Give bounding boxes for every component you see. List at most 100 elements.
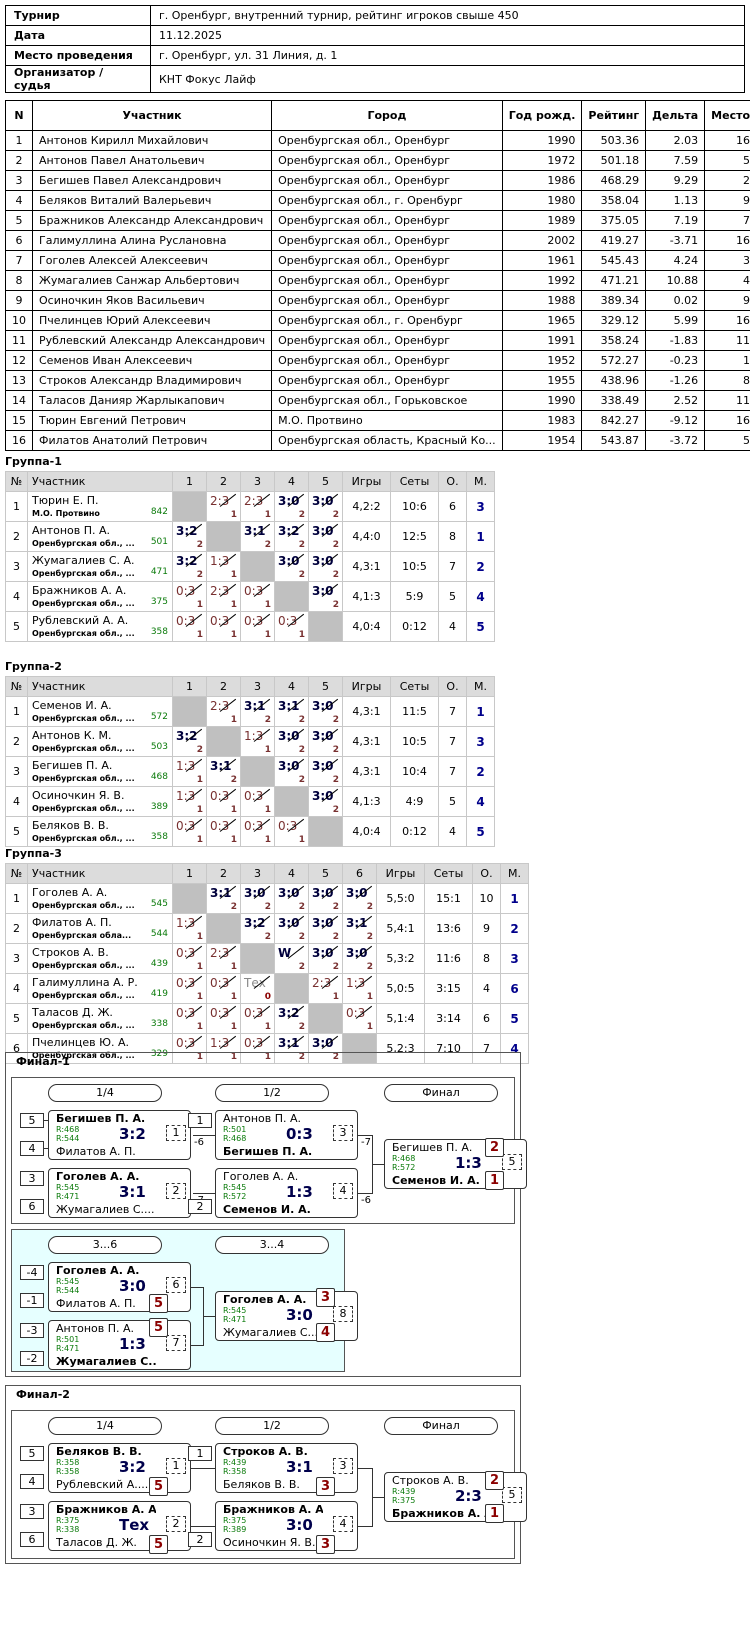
match-result-cell[interactable]: 0:3 1 [172,611,207,642]
match-result-cell[interactable]: 1:3 1 [172,756,207,787]
match-result-cell[interactable]: 3:0 2 [308,943,343,974]
match-result-cell[interactable]: 3:2 2 [274,521,309,552]
sets-cell: 15:1 [424,883,473,914]
match-result-cell[interactable]: 3:0 2 [308,883,343,914]
match-result-cell[interactable]: 3:0 2 [240,883,275,914]
bracket-match[interactable]: Антонов П. А. R:501 R:468 0:3 Бегишев П. А. 3… [215,1110,371,1160]
match-result-cell[interactable]: 0:3 1 [240,816,275,847]
match-result-cell[interactable]: 3:0 2 [274,756,309,787]
match-result-cell[interactable]: 2:3 1 [240,491,275,522]
match-score: 0:3 [176,976,196,990]
match-result-cell[interactable]: 2:3 1 [206,696,241,727]
table-cell: 3 [704,250,750,271]
match-result-cell[interactable]: 0:3 1 [172,1033,207,1064]
match-result-cell[interactable]: 3:0 2 [274,913,309,944]
match-result-cell[interactable]: 0:3 1 [172,816,207,847]
table-cell: Оренбургская область, Красный Ко... [271,430,503,451]
match-result-cell[interactable]: 3:0 2 [274,726,309,757]
match-result-cell[interactable]: 1:3 1 [342,973,377,1004]
bracket-match[interactable]: Бражников А. А. R:375 R:338 Тех Таласов Д. Ж… [48,1501,191,1551]
match-result-cell[interactable]: 3:0 2 [274,551,309,582]
match-result-cell[interactable]: 0:3 1 [274,816,309,847]
bracket-match[interactable]: Гоголев А. А. R:545 R:471 3:0 Жумагалиев С..… [215,1291,358,1341]
bracket-match[interactable]: Гоголев А. А. R:545 R:572 1:3 Семенов И. А. 4… [215,1168,371,1218]
match-result-cell[interactable]: 3:2 2 [240,913,275,944]
points-cell: 7 [438,726,467,757]
match-result-cell[interactable]: 1:3 1 [206,1033,241,1064]
match-result-cell[interactable]: 3:1 2 [342,913,377,944]
match-result-cell[interactable]: 3:0 2 [308,551,343,582]
match-result-cell[interactable]: 3:0 2 [308,913,343,944]
match-result-cell[interactable]: 3:2 2 [172,551,207,582]
bracket-match[interactable]: Бегишев П. А. R:468 R:572 1:3 Семенов И. А. 5 [384,1139,527,1189]
match-result-cell[interactable]: 1:3 1 [172,913,207,944]
match-result-cell[interactable]: 3:0 2 [308,1033,343,1064]
match-result-cell[interactable]: 3:1 2 [240,521,275,552]
match-result-cell[interactable]: 0:3 1 [342,1003,377,1034]
match-result-cell[interactable]: 1:3 1 [206,551,241,582]
match-points: 2 [298,962,305,972]
bracket-match[interactable]: Антонов П. А. R:501 R:471 1:3 Жумагалиев С..… [48,1320,191,1370]
bracket-match[interactable]: Гоголев А. А. R:545 R:544 3:0 Филатов А. П. 6 [48,1262,191,1312]
match-result-cell[interactable]: 0:3 1 [206,973,241,1004]
place-cell: 2 [500,913,529,944]
match-result-cell[interactable]: 0:3 1 [206,786,241,817]
match-result-cell[interactable]: 3:0 2 [308,521,343,552]
match-result-cell[interactable]: 1:3 1 [240,726,275,757]
match-score: 1:3 [119,1335,146,1353]
place-cell: 6 [500,973,529,1004]
match-result-cell[interactable]: 0:3 1 [172,581,207,612]
bracket-match[interactable]: Бегишев П. А. R:468 R:544 3:2 Филатов А. П. 1… [48,1110,204,1160]
match-result-cell[interactable]: 3:0 2 [308,491,343,522]
match-result-cell[interactable]: 3:1 2 [240,696,275,727]
match-result-cell[interactable]: 3:0 2 [308,726,343,757]
table-cell: 4 [704,270,750,291]
match-result-cell[interactable]: 0:3 1 [240,611,275,642]
match-result-cell[interactable]: 0:3 1 [240,581,275,612]
bracket-match[interactable]: Бражников А. А. R:375 R:389 3:0 Осиночкин Я.… [215,1501,358,1551]
match-result-cell[interactable]: 2:3 1 [308,973,343,1004]
match-result-cell[interactable]: 0:3 1 [206,816,241,847]
match-result-cell[interactable]: 0:3 1 [240,786,275,817]
match-result-cell[interactable]: 1:3 1 [172,786,207,817]
match-result-cell[interactable]: 3:1 2 [274,696,309,727]
table-cell: Оренбургская обл., Оренбург [271,150,503,171]
match-score: 3:0 [312,699,334,713]
match-score: Тех [244,976,266,990]
match-result-cell[interactable]: 3:0 2 [308,581,343,612]
match-result-cell[interactable]: 3:0 2 [308,696,343,727]
match-result-cell[interactable]: 0:3 1 [206,611,241,642]
bracket-match[interactable]: Гоголев А. А. R:545 R:471 3:1 Жумагалиев С..… [48,1168,204,1218]
match-result-cell[interactable]: 3:1 2 [206,756,241,787]
match-result-cell[interactable]: Тех 0 [240,973,275,1004]
match-points: 1 [264,600,271,610]
bracket-match[interactable]: Строков А. В. R:439 R:375 2:3 Бражников А. А… [384,1472,527,1522]
connector-line [372,1164,384,1165]
match-result-cell[interactable]: 0:3 1 [240,1003,275,1034]
match-result-cell[interactable]: 0:3 1 [172,943,207,974]
match-result-cell[interactable]: 3:0 2 [274,883,309,914]
match-result-cell[interactable]: 2:3 1 [206,581,241,612]
match-result-cell[interactable]: 3:0 2 [308,756,343,787]
player-name: Филатов А. П. [32,915,112,929]
match-result-cell[interactable]: 0:3 1 [206,1003,241,1034]
match-result-cell[interactable]: 3:0 2 [308,786,343,817]
match-result-cell[interactable]: 3:1 2 [206,883,241,914]
bracket-match[interactable]: Беляков В. В. R:358 R:358 3:2 Рублевский А..… [48,1443,191,1493]
match-result-cell[interactable]: 3:2 2 [172,521,207,552]
connector-line [372,1497,384,1498]
seed-box: 4 [20,1141,44,1156]
match-result-cell[interactable]: 3:2 2 [172,726,207,757]
match-result-cell[interactable]: 3:0 2 [274,491,309,522]
match-result-cell[interactable]: 3:2 2 [274,1003,309,1034]
match-result-cell[interactable]: 3:0 2 [342,883,377,914]
table-cell: Таласов Данияр Жарлыкапович [31,390,273,411]
bracket-match[interactable]: Строков А. В. R:439 R:358 3:1 Беляков В. В. 3 [215,1443,358,1493]
match-result-cell[interactable]: 0:3 1 [172,973,207,1004]
match-result-cell[interactable]: 2:3 1 [206,491,241,522]
match-result-cell[interactable]: 2:3 1 [206,943,241,974]
match-result-cell[interactable]: 0:3 1 [274,611,309,642]
match-result-cell[interactable]: 0:3 1 [172,1003,207,1034]
match-result-cell[interactable]: 3:0 2 [342,943,377,974]
